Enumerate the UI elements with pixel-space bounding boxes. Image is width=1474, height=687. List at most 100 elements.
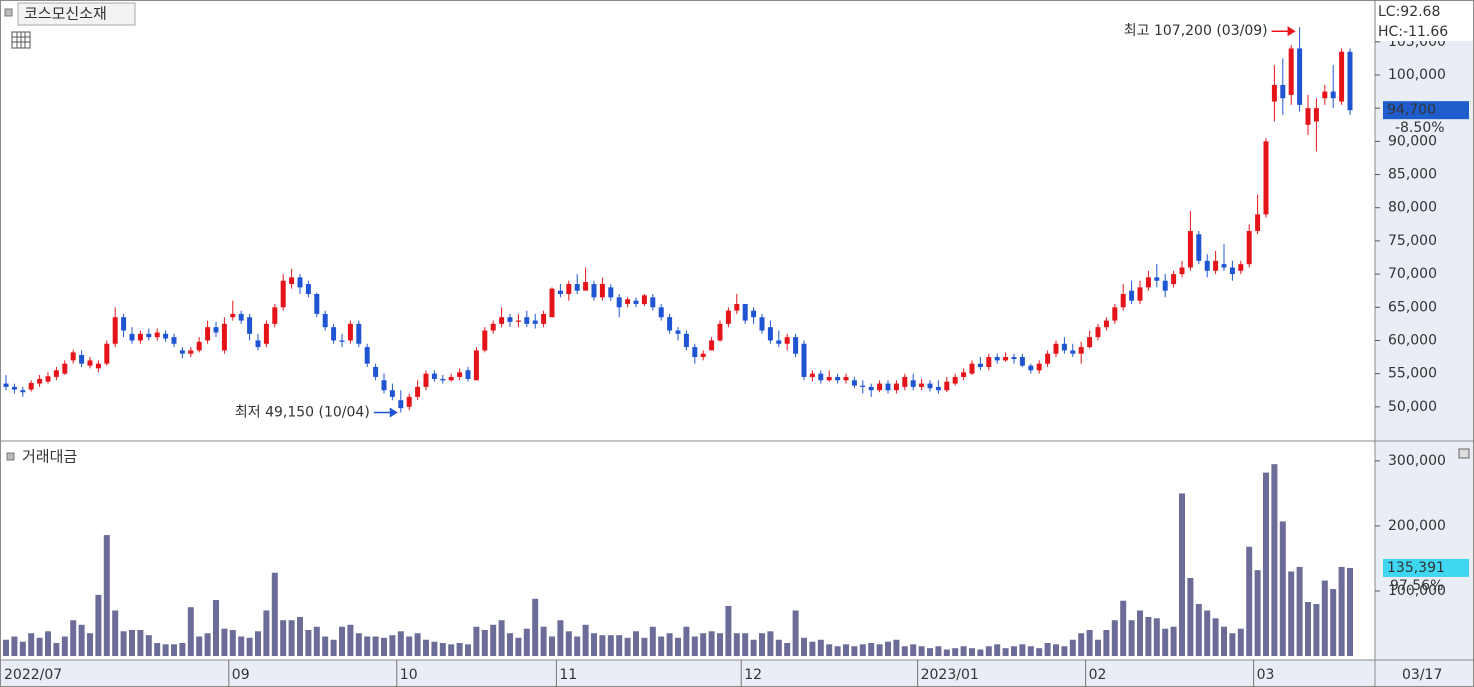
candle-body xyxy=(776,340,782,344)
volume-bar xyxy=(767,631,774,656)
volume-bar xyxy=(1313,603,1320,656)
volume-bar xyxy=(817,639,824,656)
volume-bar xyxy=(641,637,648,656)
y-tick-label: 300,000 xyxy=(1388,453,1446,469)
title-icon xyxy=(4,8,13,17)
candle-body xyxy=(79,355,85,364)
table-icon[interactable] xyxy=(11,31,31,49)
volume-bar xyxy=(229,629,236,656)
x-axis-panel xyxy=(0,660,1474,687)
volume-bar xyxy=(36,637,43,656)
volume-bar xyxy=(372,636,379,656)
volume-bar xyxy=(305,629,312,656)
volume-bar xyxy=(1120,600,1127,656)
candle-body xyxy=(129,333,135,341)
candle-body xyxy=(87,360,93,366)
candle-body xyxy=(1103,320,1109,328)
candle-body xyxy=(893,383,899,391)
volume-bar xyxy=(1288,571,1295,656)
volume-bar xyxy=(389,635,396,656)
y-tick-label: 70,000 xyxy=(1388,266,1437,282)
candle-body xyxy=(927,383,933,389)
candle-body xyxy=(759,317,765,331)
volume-bar xyxy=(297,616,303,656)
x-tick-label: 12 xyxy=(744,667,762,683)
volume-bar xyxy=(1103,629,1110,656)
volume-bar xyxy=(271,572,278,656)
candle-body xyxy=(826,376,832,381)
volume-bar xyxy=(918,646,925,656)
candle-body xyxy=(457,372,463,377)
volume-bar xyxy=(339,626,345,656)
candle-body xyxy=(608,287,614,298)
candle-body xyxy=(163,333,169,339)
candle-body xyxy=(448,376,454,381)
pane-close-button[interactable] xyxy=(1458,448,1470,459)
y-tick-label: 100,000 xyxy=(1388,583,1446,599)
candle-body xyxy=(868,386,874,391)
volume-bar xyxy=(11,636,18,656)
y-tick-label: 60,000 xyxy=(1388,332,1437,348)
candle-body xyxy=(373,367,379,377)
candle-body xyxy=(566,284,572,294)
candle-body xyxy=(490,323,496,331)
volume-bar xyxy=(481,629,488,656)
volume-bar xyxy=(750,639,757,656)
volume-bar xyxy=(1027,646,1034,656)
candle-body xyxy=(3,383,9,387)
candle-body xyxy=(1213,260,1219,271)
volume-bar xyxy=(120,631,127,656)
candle-body xyxy=(45,376,51,382)
volume-bar xyxy=(1187,577,1194,656)
candle-body xyxy=(700,353,706,358)
candle-body xyxy=(835,376,841,381)
last-volume-label: 135,391 xyxy=(1387,560,1445,576)
volume-bar xyxy=(616,635,623,656)
candle-body xyxy=(1288,48,1294,95)
volume-bar xyxy=(1011,646,1017,656)
candle-body xyxy=(1238,264,1244,271)
volume-bar xyxy=(1095,639,1101,656)
candle-body xyxy=(860,385,866,387)
candle-body xyxy=(11,386,17,390)
stock-title: 코스모신소재 xyxy=(24,5,107,23)
candle-body xyxy=(1280,84,1286,99)
volume-bar xyxy=(607,635,614,656)
volume-bar xyxy=(834,646,841,656)
volume-bar xyxy=(784,642,791,656)
volume-bar xyxy=(70,620,77,656)
low-annotation: 최저 49,150 (10/04) xyxy=(235,404,370,420)
volume-bar xyxy=(733,633,740,656)
candle-body xyxy=(482,330,488,351)
candle-body xyxy=(1305,108,1311,125)
candle-body xyxy=(742,303,748,321)
volume-bar xyxy=(423,639,429,656)
candle-body xyxy=(70,352,76,361)
candle-body xyxy=(347,323,353,341)
candle-body xyxy=(1112,307,1118,321)
candle-body xyxy=(751,310,757,318)
candle-body xyxy=(289,277,295,285)
volume-bar xyxy=(1330,589,1337,656)
volume-bar xyxy=(381,637,387,656)
y-tick-label: 80,000 xyxy=(1388,200,1437,216)
volume-bar xyxy=(977,649,984,656)
candle-body xyxy=(583,282,589,291)
volume-bar xyxy=(45,631,51,656)
volume-bar xyxy=(1170,626,1177,656)
candle-body xyxy=(1003,357,1009,361)
candle-body xyxy=(952,376,958,384)
volume-bar xyxy=(263,610,270,656)
candle-body xyxy=(734,303,740,311)
candle-body xyxy=(574,284,580,291)
volume-bar xyxy=(213,600,219,656)
candle-body xyxy=(20,390,26,393)
volume-bar xyxy=(1204,610,1211,656)
title-box[interactable] xyxy=(17,2,136,26)
volume-bar xyxy=(759,633,765,656)
volume-bar xyxy=(179,642,186,656)
candle-body xyxy=(1330,91,1336,99)
candle-body xyxy=(1129,290,1135,301)
candle-body xyxy=(843,376,849,381)
